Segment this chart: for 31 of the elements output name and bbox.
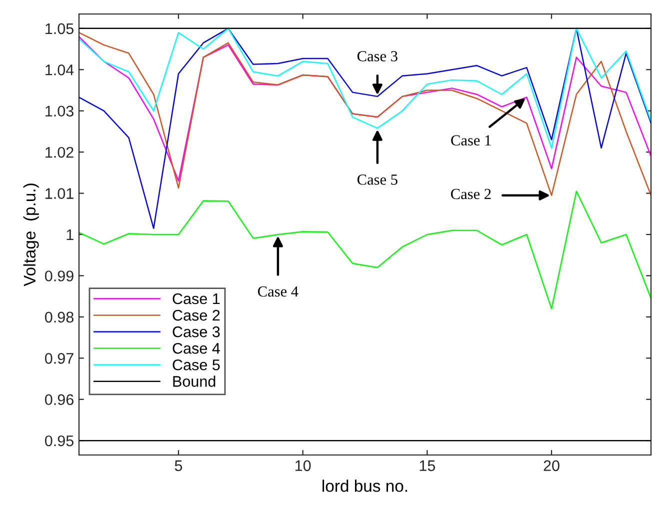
y-tick-label: 0.99 [45,270,74,282]
annotation: Case 2 [451,188,491,200]
x-tick-label: 5 [174,460,182,472]
y-axis-title: Voltage (p.u.) [23,184,39,286]
y-tick-label: 0.98 [45,312,74,323]
line-series [79,190,651,310]
y-tick-label: 1.04 [46,64,74,76]
y-tick-label: 0.96 [45,394,74,406]
legend-label: Case 5 [172,359,220,370]
y-tick-label: 0.97 [45,353,74,364]
legend-label: Case 3 [172,326,220,338]
legend-label: Case 4 [172,342,220,354]
annotation: Case 4 [258,286,298,297]
x-axis-title: lord bus no. [322,480,408,492]
x-tick-label: 10 [295,460,311,472]
y-tick-label: 0.95 [45,435,74,446]
y-tick-label: 1.02 [46,146,74,158]
y-tick-label: 1.01 [46,188,74,199]
legend-label: Case 2 [172,310,220,321]
y-tick-label: 1.05 [46,23,74,34]
x-tick-label: 15 [420,460,436,472]
y-tick-label: 1 [66,230,74,240]
annotation: Case 1 [451,135,491,146]
line-series [79,28,651,229]
annotation: Case 3 [357,51,398,62]
y-tick-label: 1.03 [46,106,74,117]
annotation: Case 5 [357,174,398,185]
line-series [79,28,651,149]
x-tick-label: 20 [544,460,560,472]
legend-label: Bound [173,376,216,387]
legend-label: Case 1 [172,293,220,304]
